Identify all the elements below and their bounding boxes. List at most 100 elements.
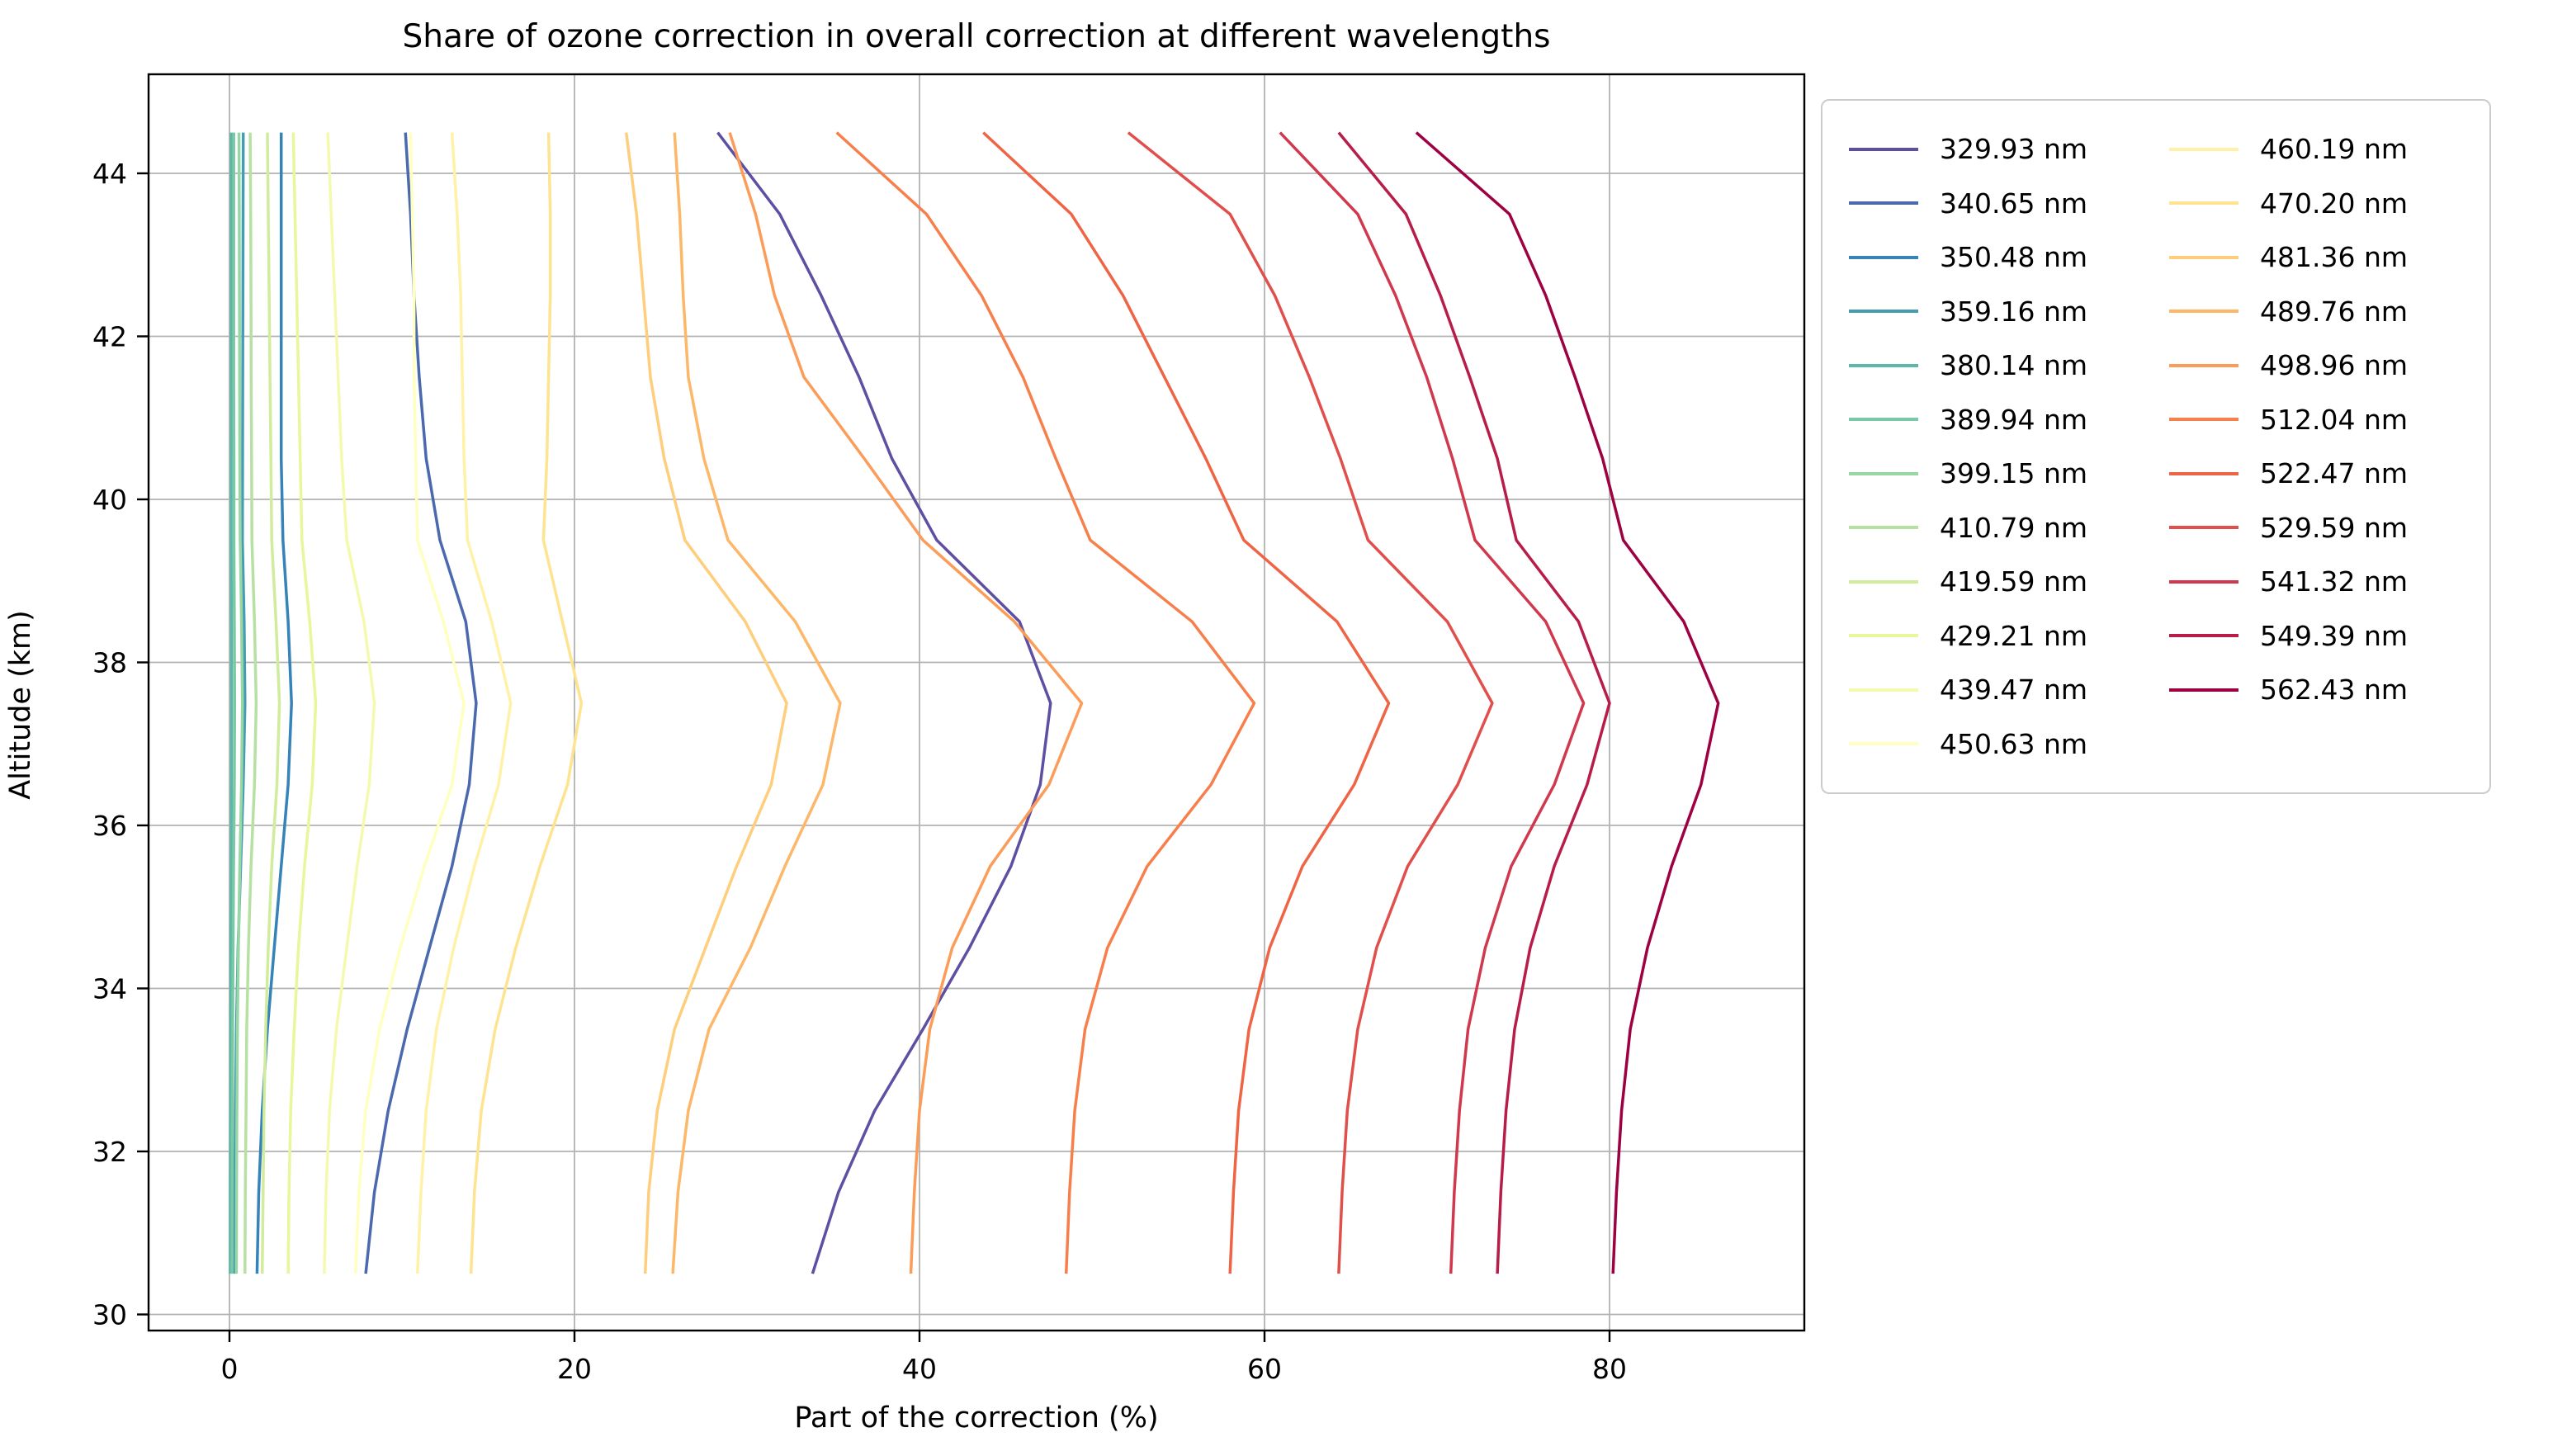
- legend-item: 489.76 nm: [2159, 285, 2473, 339]
- series-line-380.14nm: [229, 132, 234, 1274]
- legend-label: 429.21 nm: [1940, 619, 2088, 652]
- legend-swatch: [2169, 634, 2238, 638]
- legend-item: 419.59 nm: [1839, 555, 2153, 609]
- legend-label: 562.43 nm: [2260, 674, 2409, 707]
- chart-title: Share of ozone correction in overall cor…: [402, 18, 1551, 55]
- legend-label: 439.47 nm: [1940, 674, 2088, 707]
- legend-label: 389.94 nm: [1940, 403, 2088, 436]
- series-line-512.04nm: [835, 131, 1256, 1274]
- legend-label: 380.14 nm: [1940, 349, 2088, 382]
- legend-swatch: [1849, 255, 1918, 259]
- x-axis-label: Part of the correction (%): [794, 1402, 1159, 1435]
- legend-swatch: [1849, 742, 1918, 746]
- series-line-350.48nm: [255, 132, 293, 1274]
- legend-swatch: [2169, 526, 2238, 530]
- legend-swatch: [2169, 255, 2238, 259]
- legend-item: 429.21 nm: [1839, 609, 2153, 664]
- series-line-410.79nm: [243, 132, 258, 1274]
- legend-swatch: [2169, 471, 2238, 475]
- y-tick-label: 36: [92, 810, 127, 842]
- legend-item: 481.36 nm: [2159, 230, 2473, 285]
- series-line-460.19nm: [416, 132, 513, 1274]
- legend-item: 498.96 nm: [2159, 338, 2473, 393]
- legend-item: 562.43 nm: [2159, 663, 2473, 717]
- plot-frame: [147, 73, 1806, 1332]
- legend-label: 460.19 nm: [2260, 133, 2409, 166]
- series-line-419.59nm: [260, 132, 281, 1274]
- series-line-450.63nm: [353, 132, 466, 1274]
- legend-swatch: [2169, 418, 2238, 422]
- legend-item: 359.16 nm: [1839, 285, 2153, 339]
- series-line-429.21nm: [286, 132, 318, 1274]
- y-tick-label: 30: [92, 1299, 127, 1331]
- legend-label: 410.79 nm: [1940, 511, 2088, 544]
- legend-label: 498.96 nm: [2260, 349, 2409, 382]
- legend-item: 350.48 nm: [1839, 230, 2153, 285]
- legend-item: 541.32 nm: [2159, 555, 2473, 609]
- legend-swatch: [1849, 201, 1918, 206]
- legend-label: 541.32 nm: [2260, 565, 2409, 598]
- x-tick-label: 80: [1592, 1353, 1627, 1385]
- legend-label: 340.65 nm: [1940, 187, 2088, 220]
- y-tick-label: 32: [92, 1136, 127, 1168]
- legend-label: 329.93 nm: [1940, 133, 2088, 166]
- legend-swatch: [1849, 471, 1918, 475]
- legend: 329.93 nm 340.65 nm 350.48 nm 359.16 nm 380.…: [1821, 99, 2491, 794]
- legend-label: 350.48 nm: [1940, 241, 2088, 274]
- y-axis-label: Altitude (km): [4, 610, 37, 800]
- x-tick-label: 20: [557, 1353, 592, 1385]
- series-line-340.65nm: [364, 132, 478, 1274]
- legend-item: 439.47 nm: [1839, 663, 2153, 717]
- legend-item: 389.94 nm: [1839, 393, 2153, 447]
- legend-label: 399.15 nm: [1940, 457, 2088, 490]
- series-line-489.76nm: [671, 132, 842, 1274]
- series-line-470.20nm: [469, 132, 584, 1274]
- legend-item: 380.14 nm: [1839, 338, 2153, 393]
- legend-swatch: [2169, 579, 2238, 584]
- legend-swatch: [1849, 688, 1918, 692]
- series-line-498.96nm: [728, 132, 1084, 1274]
- legend-swatch: [2169, 201, 2238, 206]
- legend-item: 340.65 nm: [1839, 177, 2153, 231]
- series-line-549.39nm: [1337, 131, 1611, 1274]
- y-tick-label: 34: [92, 973, 127, 1005]
- legend-swatch: [2169, 310, 2238, 314]
- series-line-389.94nm: [230, 132, 237, 1274]
- legend-label: 481.36 nm: [2260, 241, 2409, 274]
- legend-label: 359.16 nm: [1940, 295, 2088, 328]
- x-tick-label: 0: [221, 1353, 239, 1385]
- legend-label: 549.39 nm: [2260, 619, 2409, 652]
- legend-label: 450.63 nm: [1940, 727, 2088, 760]
- series-line-562.43nm: [1415, 131, 1720, 1274]
- legend-swatch: [1849, 634, 1918, 638]
- legend-label: 470.20 nm: [2260, 187, 2409, 220]
- series-line-439.47nm: [323, 132, 376, 1274]
- legend-item: 460.19 nm: [2159, 122, 2473, 177]
- y-tick-label: 38: [92, 647, 127, 679]
- legend-label: 529.59 nm: [2260, 511, 2409, 544]
- series-line-541.32nm: [1279, 131, 1586, 1274]
- legend-swatch: [1849, 418, 1918, 422]
- legend-item: 512.04 nm: [2159, 393, 2473, 447]
- legend-item: 529.59 nm: [2159, 501, 2473, 555]
- series-line-481.36nm: [624, 132, 788, 1274]
- y-tick-label: 40: [92, 484, 127, 516]
- legend-item: 450.63 nm: [1839, 717, 2153, 772]
- legend-swatch: [2169, 688, 2238, 692]
- y-tick-label: 44: [92, 158, 127, 190]
- legend-swatch: [1849, 363, 1918, 367]
- legend-item: 329.93 nm: [1839, 122, 2153, 177]
- legend-item: 522.47 nm: [2159, 447, 2473, 501]
- legend-swatch: [2169, 363, 2238, 367]
- legend-item: 410.79 nm: [1839, 501, 2153, 555]
- legend-label: 419.59 nm: [1940, 565, 2088, 598]
- y-tick-label: 42: [92, 321, 127, 353]
- x-tick-label: 60: [1247, 1353, 1282, 1385]
- legend-swatch: [1849, 579, 1918, 584]
- series-line-522.47nm: [982, 131, 1391, 1274]
- legend-swatch: [1849, 310, 1918, 314]
- legend-swatch: [1849, 526, 1918, 530]
- legend-swatch: [2169, 147, 2238, 151]
